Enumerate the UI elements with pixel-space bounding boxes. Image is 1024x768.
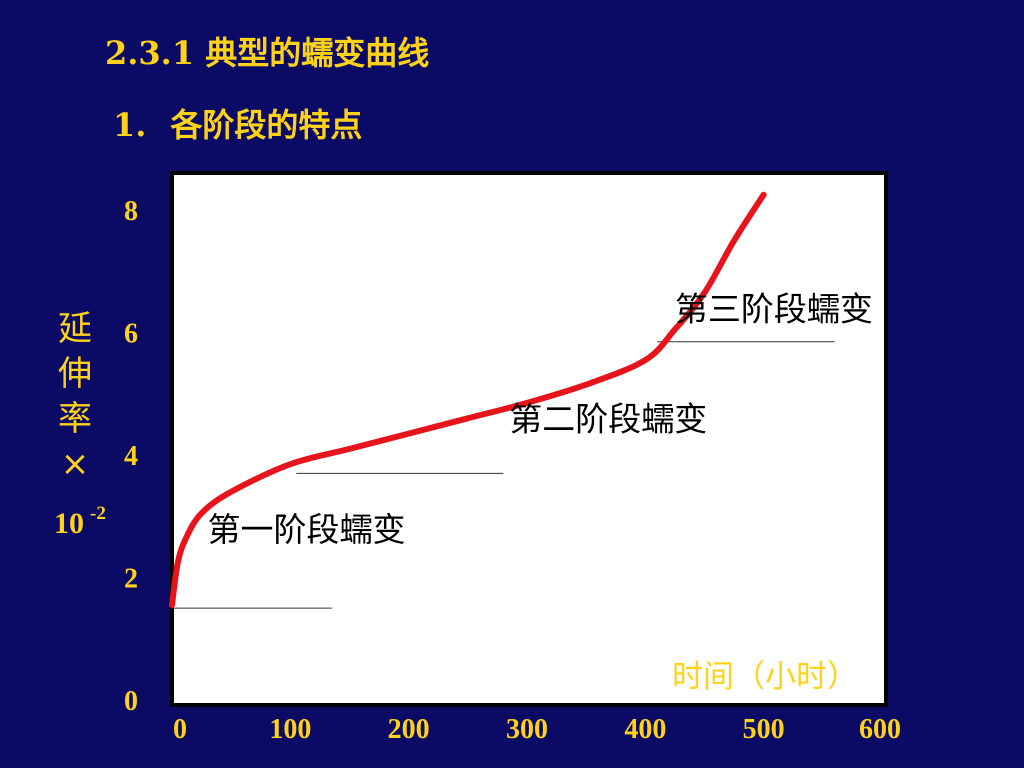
x-axis-label: 时间（小时） (672, 659, 858, 695)
y-axis-label-base: 10 (54, 507, 84, 540)
stage-annotations: 第一阶段蠕变 第二阶段蠕变 第三阶段蠕变 (208, 289, 873, 549)
x-tick-label: 200 (388, 714, 430, 745)
stage-label: 第二阶段蠕变 (509, 400, 707, 439)
stage-underlines (172, 341, 835, 609)
y-axis-label-exponent: -2 (90, 503, 106, 524)
y-tick-label: 6 (124, 319, 138, 350)
y-axis-ticks: 0 2 4 6 8 (124, 196, 138, 717)
y-tick-label: 8 (124, 196, 138, 227)
x-tick-label: 400 (624, 714, 666, 745)
stage-label: 第一阶段蠕变 (208, 510, 406, 549)
x-tick-label: 600 (859, 714, 901, 745)
creep-curve-line (169, 191, 767, 609)
x-tick-label: 300 (506, 714, 548, 745)
x-tick-label: 500 (743, 714, 785, 745)
x-tick-label: 100 (269, 714, 311, 745)
y-axis-label-char: × (61, 444, 90, 484)
y-axis-label-char: 率 (58, 399, 92, 439)
stage-label: 第三阶段蠕变 (675, 289, 873, 328)
y-tick-label: 0 (124, 686, 138, 717)
x-axis-ticks: 0 100 200 300 400 500 600 (173, 714, 901, 745)
x-tick-label: 0 (173, 714, 187, 745)
plot-area (170, 171, 888, 707)
subtitle-number: 1. (113, 106, 147, 144)
y-axis-label-char: 伸 (58, 354, 92, 394)
y-tick-label: 2 (124, 564, 138, 595)
slide-subtitle: 1. 各阶段的特点 (113, 100, 362, 146)
y-axis-label: 延伸率 × 10 -2 (54, 309, 106, 540)
subtitle-label: 各阶段的特点 (170, 106, 363, 144)
slide-title: 2.3.1 典型的蠕变曲线 (105, 34, 430, 72)
series-layer (169, 191, 767, 609)
y-axis-label-char: 延 (58, 309, 92, 349)
y-tick-label: 4 (124, 441, 138, 472)
